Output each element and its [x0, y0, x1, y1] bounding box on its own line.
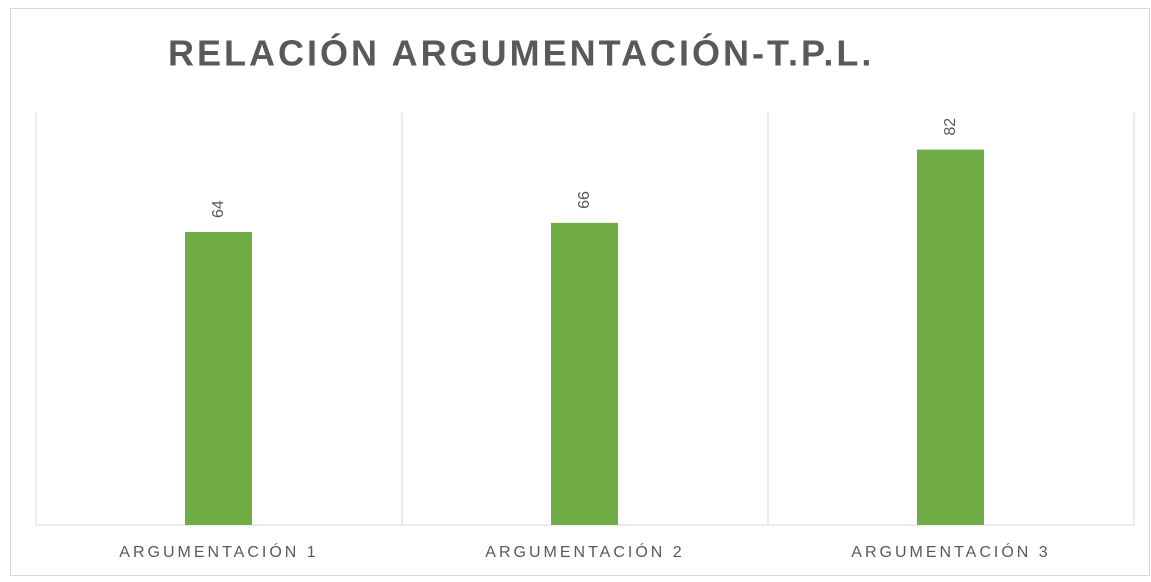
bar	[185, 232, 252, 525]
x-tick-label: ARGUMENTACIÓN 3	[851, 542, 1050, 561]
data-label: 66	[576, 191, 593, 209]
bar	[917, 149, 984, 525]
x-tick-label: ARGUMENTACIÓN 2	[485, 542, 684, 561]
data-label: 82	[942, 118, 959, 136]
bar	[551, 222, 618, 525]
chart-title: RELACIÓN ARGUMENTACIÓN-T.P.L.	[168, 32, 874, 74]
data-label: 64	[210, 200, 227, 218]
x-tick-label: ARGUMENTACIÓN 1	[119, 542, 318, 561]
